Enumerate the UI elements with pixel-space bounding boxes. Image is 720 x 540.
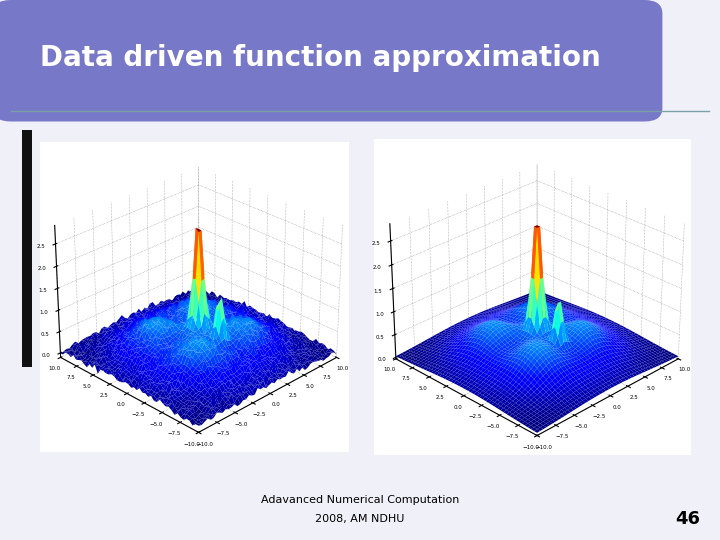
Text: 2008, AM NDHU: 2008, AM NDHU <box>315 514 405 524</box>
Text: 46: 46 <box>675 510 700 529</box>
FancyBboxPatch shape <box>0 0 662 122</box>
Bar <box>22 130 32 367</box>
Text: Adavanced Numerical Computation: Adavanced Numerical Computation <box>261 495 459 505</box>
Text: Data driven function approximation: Data driven function approximation <box>40 44 600 72</box>
